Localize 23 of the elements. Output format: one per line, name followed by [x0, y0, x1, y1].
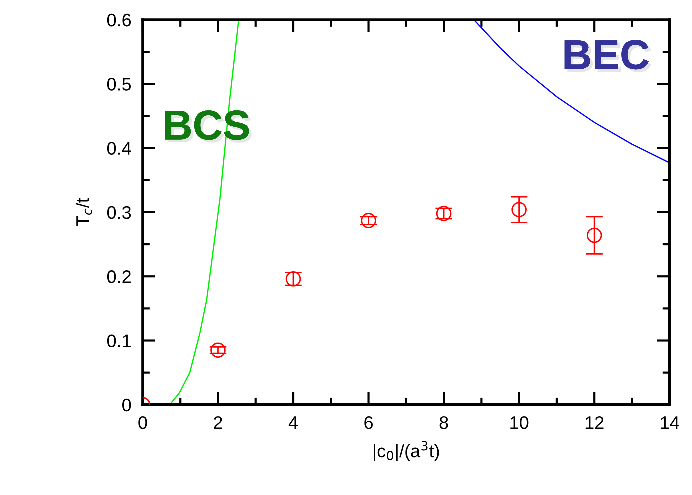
x-tick-label: 12: [586, 416, 604, 430]
x-tick-label: 6: [364, 416, 374, 430]
x-tick-label: 0: [138, 416, 148, 430]
line-series: [474, 20, 670, 164]
x-tick-label: 14: [661, 416, 680, 430]
x-tick-label: 4: [288, 416, 298, 430]
x-tick-label: 8: [440, 416, 448, 430]
annotation: BEC: [564, 40, 652, 72]
x-axis-title: |c$_{0}$|/(a$^{3}$t): [374, 441, 440, 462]
y-tick-label: 0.5: [107, 78, 132, 91]
y-axis-title: T$_{c}$/t: [76, 198, 92, 226]
x-tick-label: 10: [510, 416, 529, 430]
point: [586, 228, 602, 244]
y-tick-label: 0.2: [107, 270, 131, 284]
x-tick-label: 2: [214, 416, 222, 430]
y-tick-label: 0: [122, 398, 132, 412]
y-tick-label: 0.4: [107, 142, 132, 156]
point: [512, 202, 527, 218]
y-tick-label: 0.1: [107, 334, 131, 348]
point: [210, 342, 226, 358]
y-tick-label: 0.6: [107, 14, 132, 27]
point: [361, 213, 376, 228]
y-tick-label: 0.3: [107, 206, 132, 220]
